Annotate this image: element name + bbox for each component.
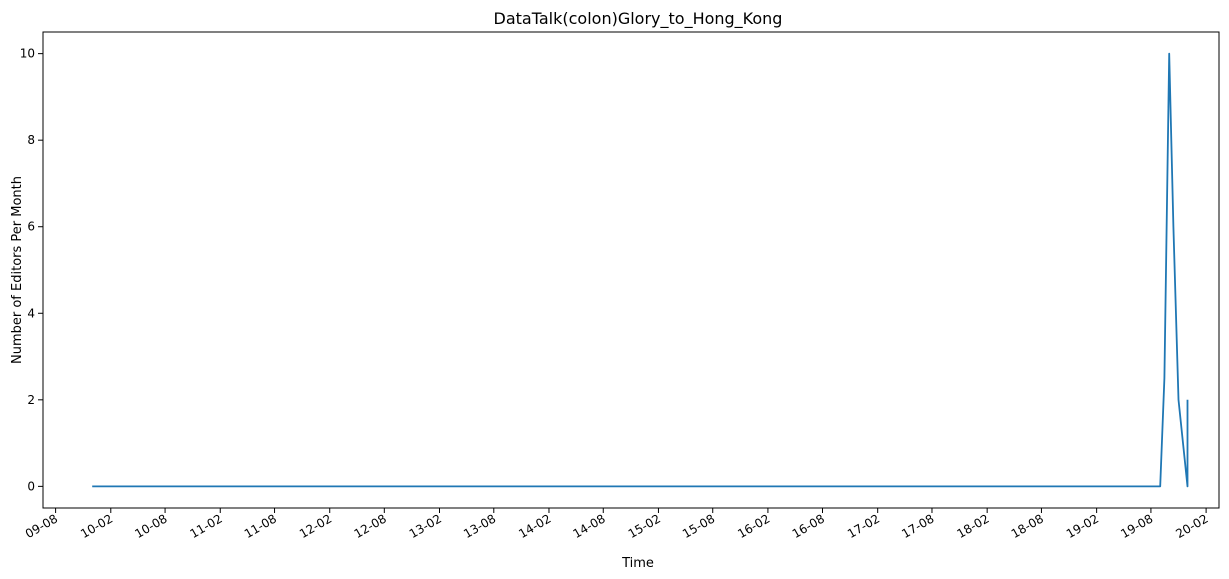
x-tick-label: 12-08 <box>352 511 389 541</box>
series-layer <box>92 52 1189 488</box>
x-tick-label: 18-08 <box>1009 511 1046 541</box>
x-tick-label: 10-02 <box>78 511 115 541</box>
x-tick-label: 17-08 <box>899 511 936 541</box>
x-tick-label: 15-08 <box>680 511 717 541</box>
x-tick-label: 18-02 <box>954 511 991 541</box>
x-tick-label: 20-02 <box>1173 511 1210 541</box>
plot-area <box>42 31 1220 509</box>
x-axis-label: Time <box>621 556 654 571</box>
y-axis: 0 2 4 6 8 10 <box>20 47 43 493</box>
x-tick-label: 16-08 <box>790 511 827 541</box>
y-tick-label: 8 <box>27 133 35 147</box>
x-tick-label: 19-08 <box>1118 511 1155 541</box>
y-axis-label: Number of Editors Per Month <box>10 176 25 364</box>
x-tick-label: 12-02 <box>297 511 334 541</box>
x-axis: 09-08 10-02 10-08 11-02 11-08 12-02 12-08 13-02… <box>23 508 1211 541</box>
y-tick-label: 4 <box>27 306 35 320</box>
x-tick-label: 13-08 <box>461 511 498 541</box>
x-tick-label: 11-02 <box>188 511 225 541</box>
x-tick-label: 15-02 <box>626 511 663 541</box>
x-tick-label: 14-02 <box>516 511 553 541</box>
y-tick-label: 0 <box>27 479 35 493</box>
series-line <box>92 52 1189 488</box>
x-tick-label: 13-02 <box>407 511 444 541</box>
x-tick-label: 14-08 <box>571 511 608 541</box>
chart-title: DataTalk(colon)Glory_to_Hong_Kong <box>494 9 783 29</box>
x-tick-label: 11-08 <box>242 511 279 541</box>
x-tick-label: 09-08 <box>23 511 60 541</box>
x-tick-label: 19-02 <box>1064 511 1101 541</box>
x-tick-label: 17-02 <box>845 511 882 541</box>
y-tick-label: 2 <box>27 393 35 407</box>
y-tick-label: 6 <box>27 220 35 234</box>
x-tick-label: 10-08 <box>132 511 169 541</box>
x-tick-label: 16-02 <box>735 511 772 541</box>
y-tick-label: 10 <box>20 47 35 61</box>
